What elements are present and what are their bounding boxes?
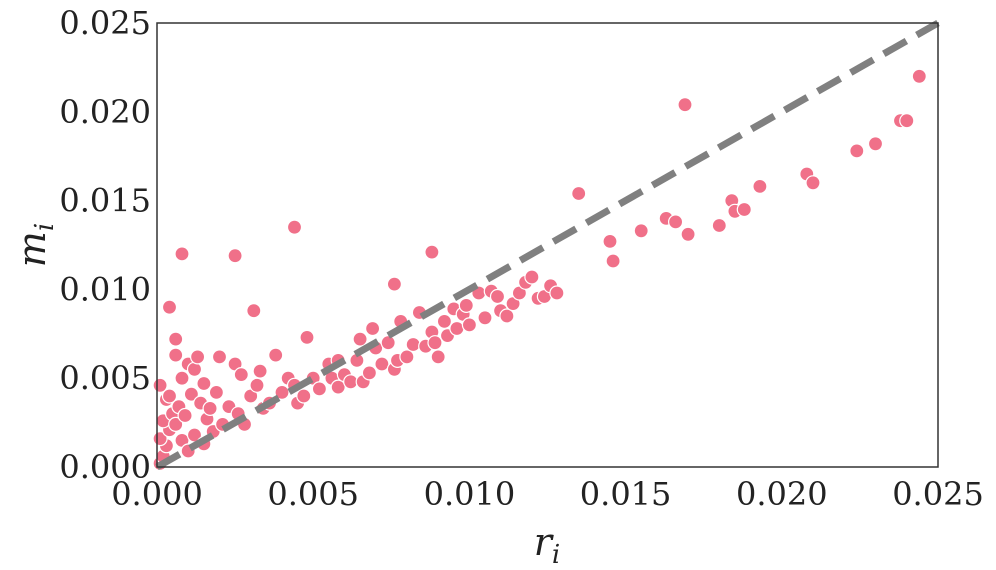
y-tick-label: 0.025 xyxy=(59,4,151,42)
data-point xyxy=(711,217,727,234)
data-point xyxy=(161,388,178,404)
data-point xyxy=(499,308,515,324)
data-point xyxy=(299,329,315,345)
x-tick-label: 0.015 xyxy=(580,475,672,513)
data-point xyxy=(911,68,927,84)
y-axis-ticks: 0.000 0.005 0.010 0.015 0.020 0.025 xyxy=(59,4,151,486)
data-point xyxy=(233,367,249,383)
data-point xyxy=(752,178,768,194)
x-tick-label: 0.000 xyxy=(111,475,203,513)
data-point xyxy=(268,347,284,363)
data-point xyxy=(177,407,193,424)
y-tick-label: 0.005 xyxy=(59,359,151,397)
data-point xyxy=(436,313,452,329)
data-point xyxy=(849,143,865,159)
data-point xyxy=(867,136,884,152)
data-point xyxy=(286,219,303,235)
data-point xyxy=(602,233,618,249)
y-axis-label: mi xyxy=(10,223,60,267)
y-tick-label: 0.015 xyxy=(59,182,151,220)
data-point xyxy=(680,226,696,242)
data-point xyxy=(208,384,224,400)
data-point xyxy=(202,400,218,416)
data-point xyxy=(174,370,190,386)
data-point xyxy=(211,349,228,365)
data-point xyxy=(633,223,649,239)
data-point xyxy=(427,335,443,351)
data-point xyxy=(186,361,203,377)
data-point xyxy=(374,356,390,372)
data-point xyxy=(461,317,477,333)
data-point xyxy=(190,349,206,365)
y-tick-label: 0.020 xyxy=(59,93,151,131)
y-tick-label: 0.010 xyxy=(59,270,151,308)
data-point xyxy=(249,377,265,393)
data-point xyxy=(524,269,540,285)
data-point xyxy=(174,246,190,262)
data-point xyxy=(380,335,396,351)
data-point xyxy=(246,303,262,319)
data-point xyxy=(296,388,312,404)
data-point xyxy=(361,365,377,381)
data-point xyxy=(424,244,440,260)
data-point xyxy=(168,331,184,347)
data-point xyxy=(605,253,621,269)
data-point xyxy=(805,175,821,191)
x-tick-label: 0.005 xyxy=(267,475,359,513)
x-tick-label: 0.010 xyxy=(424,475,516,513)
data-point xyxy=(449,320,465,337)
data-point xyxy=(677,97,693,113)
data-point xyxy=(274,384,290,400)
data-point xyxy=(386,276,402,292)
y-tick-label: 0.000 xyxy=(59,448,151,486)
data-point xyxy=(168,347,184,363)
data-point xyxy=(343,374,359,390)
data-point xyxy=(330,379,346,395)
x-tick-label: 0.020 xyxy=(736,475,828,513)
data-point xyxy=(311,381,327,397)
data-point xyxy=(549,285,565,301)
data-point xyxy=(399,349,415,365)
data-point xyxy=(458,297,474,313)
data-point xyxy=(168,416,184,432)
data-point xyxy=(405,336,421,353)
x-axis-ticks: 0.000 0.005 0.010 0.015 0.020 0.025 xyxy=(111,475,984,513)
data-point xyxy=(477,310,493,326)
data-point xyxy=(227,248,243,264)
x-axis-label: ri xyxy=(534,520,561,570)
data-point xyxy=(899,113,915,129)
data-point xyxy=(489,288,506,305)
data-point xyxy=(365,320,381,337)
data-point xyxy=(161,299,178,315)
data-point xyxy=(196,375,212,392)
plot-frame xyxy=(156,22,939,468)
data-point xyxy=(667,214,684,230)
data-point xyxy=(571,185,587,202)
data-point xyxy=(252,363,268,379)
data-point xyxy=(352,331,368,347)
data-point xyxy=(430,349,446,365)
data-point xyxy=(183,386,199,402)
x-tick-label: 0.025 xyxy=(892,475,984,513)
data-point xyxy=(736,201,752,218)
